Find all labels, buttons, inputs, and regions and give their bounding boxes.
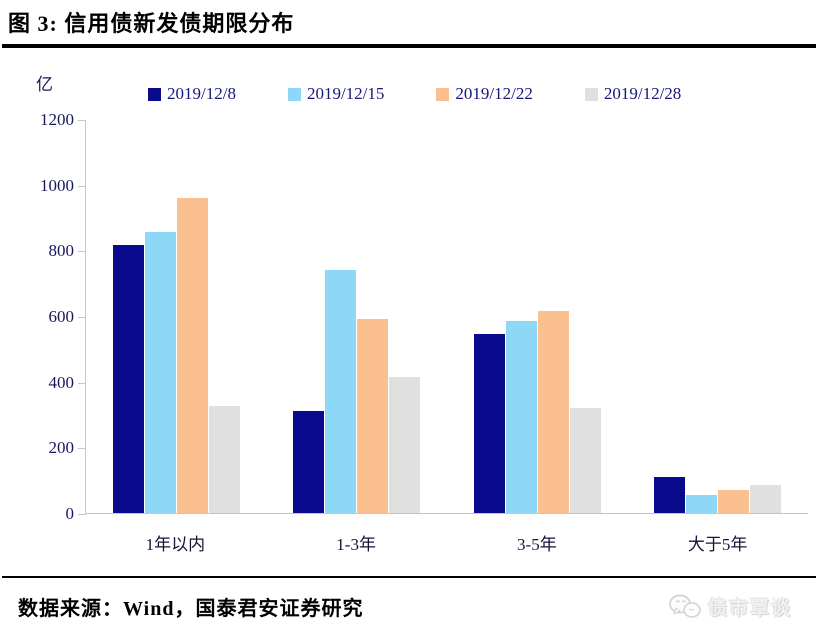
bar-2019-12-22-3-5 xyxy=(537,311,569,513)
bar-2019-12-28-3-5 xyxy=(569,407,601,513)
bar-group-5 xyxy=(628,476,809,513)
y-axis-unit-label: 亿 xyxy=(36,75,53,94)
bar-group-1 xyxy=(86,197,267,513)
bar-2019-12-15-1-3 xyxy=(325,270,357,513)
bar-group-1-3 xyxy=(267,270,448,513)
y-tick-label-1000: 1000 xyxy=(40,175,74,195)
chart-area: 亿 2019/12/8 2019/12/15 2019/12/22 2019/12/2… xyxy=(0,48,834,576)
x-axis-label-5: 大于5年 xyxy=(687,535,748,554)
y-tick-mark xyxy=(78,317,86,318)
bar-2019-12-15-5 xyxy=(686,494,718,513)
bar-2019-12-8-5 xyxy=(654,476,686,513)
bar-2019-12-15-3-5 xyxy=(505,320,537,513)
watermark: 债市覃谈 xyxy=(667,593,792,620)
legend-item-2019-12-28: 2019/12/28 xyxy=(584,84,682,104)
x-axis-label-1-3: 1-3年 xyxy=(336,535,376,554)
page-title: 图 3: 信用债新发债期限分布 xyxy=(8,11,295,36)
x-axis-label-3-5: 3-5年 xyxy=(517,535,557,554)
legend-item-2019-12-22: 2019/12/22 xyxy=(436,84,533,104)
footer: 数据来源：Wind，国泰君安证券研究 债市覃谈 xyxy=(0,578,834,621)
bar-2019-12-28-1 xyxy=(208,406,240,513)
legend-label: 2019/12/8 xyxy=(167,84,236,103)
y-tick-label-600: 600 xyxy=(48,307,75,326)
y-tick-label-800: 800 xyxy=(48,241,75,261)
x-axis-label-1: 1年以内 xyxy=(145,535,206,554)
chat-bubbles-icon xyxy=(669,594,701,618)
y-tick-mark xyxy=(78,120,86,121)
bar-2019-12-8-1-3 xyxy=(293,411,325,513)
y-tick-label-400: 400 xyxy=(48,372,75,392)
bar-2019-12-15-1 xyxy=(144,232,176,513)
legend-swatch-icon xyxy=(287,87,301,101)
legend-swatch-icon xyxy=(436,87,450,101)
y-tick-mark xyxy=(78,514,86,515)
title-divider xyxy=(2,44,816,48)
bar-2019-12-22-1 xyxy=(176,197,208,513)
bar-2019-12-28-1-3 xyxy=(389,376,421,513)
data-source-text: 数据来源：Wind，国泰君安证券研究 xyxy=(18,598,364,620)
chart-legend: 2019/12/8 2019/12/15 2019/12/22 2019/12/28 xyxy=(148,84,681,104)
legend-item-2019-12-8: 2019/12/8 xyxy=(148,84,236,104)
bar-2019-12-8-1 xyxy=(112,245,144,513)
legend-swatch-icon xyxy=(148,87,161,101)
legend-swatch-icon xyxy=(584,87,598,101)
plot-area: 0 200 400 600 800 1000 1200 xyxy=(40,110,808,523)
legend-item-2019-12-15: 2019/12/15 xyxy=(287,84,385,104)
y-tick-label-200: 200 xyxy=(48,438,75,458)
bar-groups xyxy=(86,120,808,513)
y-tick-mark xyxy=(78,382,86,384)
y-tick-mark xyxy=(78,185,86,187)
watermark-text: 债市覃谈 xyxy=(707,598,792,619)
y-tick-label-0: 0 xyxy=(65,504,75,523)
bar-2019-12-22-1-3 xyxy=(357,319,389,513)
bar-group-3-5 xyxy=(447,311,628,513)
bar-2019-12-28-5 xyxy=(750,485,782,513)
footer-divider xyxy=(2,576,816,578)
legend-label: 2019/12/28 xyxy=(603,84,682,103)
y-tick-mark xyxy=(78,448,86,450)
legend-label: 2019/12/22 xyxy=(455,84,533,103)
legend-label: 2019/12/15 xyxy=(306,84,385,103)
x-axis-labels: 1年以内 1-3年 3-5年 大于5年 xyxy=(85,530,808,555)
bar-2019-12-22-5 xyxy=(718,490,750,513)
bar-2019-12-8-3-5 xyxy=(473,334,505,513)
y-tick-mark xyxy=(78,251,86,253)
y-tick-label-1200: 1200 xyxy=(40,110,74,129)
